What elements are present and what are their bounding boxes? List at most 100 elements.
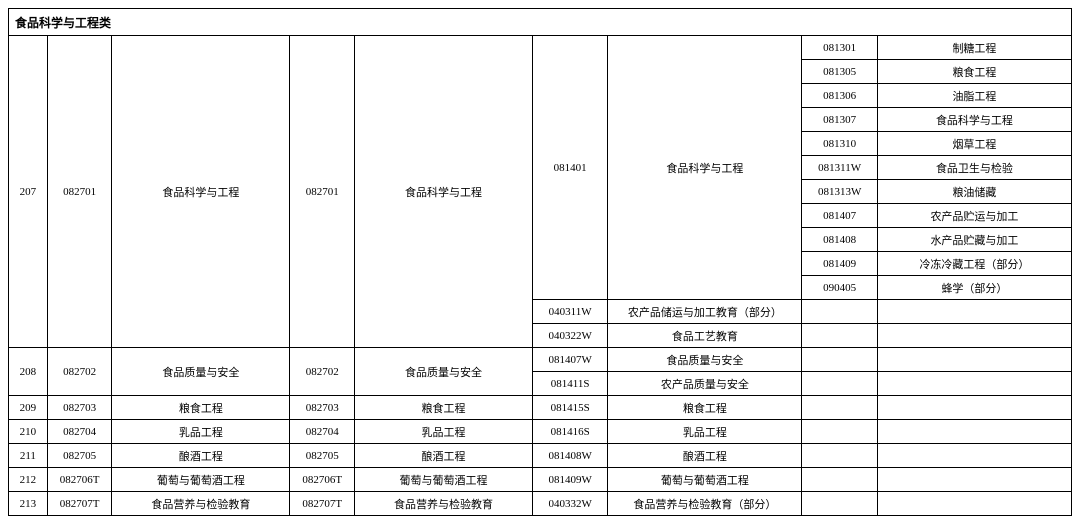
cell-c8: 粮油储藏 — [877, 180, 1071, 204]
cell-c8 — [877, 324, 1071, 348]
cell-c5: 081416S — [532, 420, 607, 444]
cell-c0: 213 — [9, 492, 48, 516]
cell-c4: 葡萄与葡萄酒工程 — [355, 468, 533, 492]
cell-c3: 082701 — [290, 36, 355, 348]
cell-c4: 食品营养与检验教育 — [355, 492, 533, 516]
cell-c8: 制糖工程 — [877, 36, 1071, 60]
cell-c7: 081408 — [802, 228, 877, 252]
cell-c4: 粮食工程 — [355, 396, 533, 420]
cell-c5: 081408W — [532, 444, 607, 468]
cell-c3: 082706T — [290, 468, 355, 492]
cell-c7: 081310 — [802, 132, 877, 156]
cell-c1: 082706T — [47, 468, 112, 492]
cell-c7: 081306 — [802, 84, 877, 108]
cell-c2: 酿酒工程 — [112, 444, 290, 468]
cell-c1: 082701 — [47, 36, 112, 348]
cell-c8 — [877, 348, 1071, 372]
cell-c7: 081307 — [802, 108, 877, 132]
cell-c1: 082704 — [47, 420, 112, 444]
category-header: 食品科学与工程类 — [9, 9, 1072, 36]
cell-c1: 082702 — [47, 348, 112, 396]
cell-c0: 207 — [9, 36, 48, 348]
cell-c6: 食品营养与检验教育（部分） — [608, 492, 802, 516]
cell-c4: 酿酒工程 — [355, 444, 533, 468]
cell-c0: 209 — [9, 396, 48, 420]
cell-c7 — [802, 348, 877, 372]
cell-c2: 乳品工程 — [112, 420, 290, 444]
cell-c8 — [877, 420, 1071, 444]
cell-c1: 082703 — [47, 396, 112, 420]
cell-c8 — [877, 372, 1071, 396]
cell-c7 — [802, 420, 877, 444]
cell-c6: 农产品质量与安全 — [608, 372, 802, 396]
cell-c8: 油脂工程 — [877, 84, 1071, 108]
cell-c3: 082704 — [290, 420, 355, 444]
cell-c2: 食品科学与工程 — [112, 36, 290, 348]
table-row: 210082704乳品工程082704乳品工程081416S乳品工程 — [9, 420, 1072, 444]
cell-c2: 食品质量与安全 — [112, 348, 290, 396]
cell-c5: 081415S — [532, 396, 607, 420]
category-header-row: 食品科学与工程类 — [9, 9, 1072, 36]
cell-c5: 040332W — [532, 492, 607, 516]
cell-c4: 乳品工程 — [355, 420, 533, 444]
table-row: 212082706T葡萄与葡萄酒工程082706T葡萄与葡萄酒工程081409W… — [9, 468, 1072, 492]
cell-c8 — [877, 444, 1071, 468]
cell-c7: 081311W — [802, 156, 877, 180]
cell-c8: 食品科学与工程 — [877, 108, 1071, 132]
cell-c5: 081409W — [532, 468, 607, 492]
cell-c7 — [802, 396, 877, 420]
cell-c6: 食品质量与安全 — [608, 348, 802, 372]
cell-c8: 水产品贮藏与加工 — [877, 228, 1071, 252]
table-row: 208082702食品质量与安全082702食品质量与安全081407W食品质量… — [9, 348, 1072, 372]
cell-c5: 081411S — [532, 372, 607, 396]
cell-c8: 烟草工程 — [877, 132, 1071, 156]
cell-c6: 酿酒工程 — [608, 444, 802, 468]
cell-c7: 081301 — [802, 36, 877, 60]
cell-c6: 葡萄与葡萄酒工程 — [608, 468, 802, 492]
table-row: 209082703粮食工程082703粮食工程081415S粮食工程 — [9, 396, 1072, 420]
majors-table: 食品科学与工程类 207082701食品科学与工程082701食品科学与工程08… — [8, 8, 1072, 516]
cell-c6: 食品科学与工程 — [608, 36, 802, 300]
cell-c2: 粮食工程 — [112, 396, 290, 420]
cell-c0: 212 — [9, 468, 48, 492]
cell-c3: 082707T — [290, 492, 355, 516]
cell-c2: 食品营养与检验教育 — [112, 492, 290, 516]
cell-c0: 211 — [9, 444, 48, 468]
cell-c7 — [802, 444, 877, 468]
cell-c0: 210 — [9, 420, 48, 444]
cell-c7: 081407 — [802, 204, 877, 228]
cell-c4: 食品质量与安全 — [355, 348, 533, 396]
table-row: 207082701食品科学与工程082701食品科学与工程081401食品科学与… — [9, 36, 1072, 60]
cell-c1: 082705 — [47, 444, 112, 468]
cell-c8: 食品卫生与检验 — [877, 156, 1071, 180]
cell-c6: 乳品工程 — [608, 420, 802, 444]
cell-c5: 081407W — [532, 348, 607, 372]
cell-c6: 粮食工程 — [608, 396, 802, 420]
cell-c5: 040311W — [532, 300, 607, 324]
cell-c7 — [802, 300, 877, 324]
cell-c3: 082705 — [290, 444, 355, 468]
cell-c8: 蜂学（部分） — [877, 276, 1071, 300]
cell-c8 — [877, 300, 1071, 324]
cell-c7 — [802, 372, 877, 396]
cell-c1: 082707T — [47, 492, 112, 516]
cell-c5: 081401 — [532, 36, 607, 300]
cell-c8: 冷冻冷藏工程（部分） — [877, 252, 1071, 276]
cell-c7: 081313W — [802, 180, 877, 204]
cell-c3: 082703 — [290, 396, 355, 420]
cell-c6: 食品工艺教育 — [608, 324, 802, 348]
table-row: 211082705酿酒工程082705酿酒工程081408W酿酒工程 — [9, 444, 1072, 468]
cell-c3: 082702 — [290, 348, 355, 396]
cell-c7 — [802, 492, 877, 516]
cell-c8 — [877, 396, 1071, 420]
cell-c0: 208 — [9, 348, 48, 396]
cell-c7 — [802, 468, 877, 492]
cell-c8: 粮食工程 — [877, 60, 1071, 84]
cell-c4: 食品科学与工程 — [355, 36, 533, 348]
cell-c2: 葡萄与葡萄酒工程 — [112, 468, 290, 492]
table-row: 213082707T食品营养与检验教育082707T食品营养与检验教育04033… — [9, 492, 1072, 516]
cell-c7: 081409 — [802, 252, 877, 276]
cell-c6: 农产品储运与加工教育（部分） — [608, 300, 802, 324]
cell-c8 — [877, 468, 1071, 492]
cell-c8 — [877, 492, 1071, 516]
